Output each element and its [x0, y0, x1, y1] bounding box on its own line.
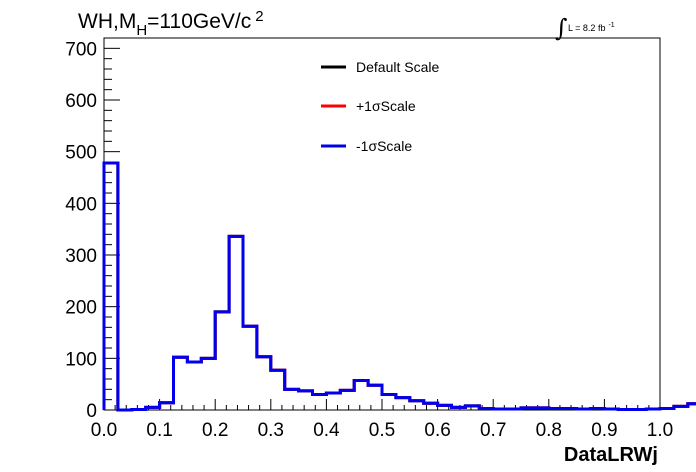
x-tick-label: 0.7 [480, 420, 506, 441]
x-tick-label: 0.9 [591, 420, 617, 441]
y-tick-label: 100 [65, 349, 97, 370]
y-tick-label: 500 [65, 143, 97, 164]
y-tick-label: 400 [65, 194, 97, 215]
y-tick-label: 300 [65, 246, 97, 267]
x-tick-label: 0.3 [258, 420, 284, 441]
x-tick-label: 0.8 [536, 420, 562, 441]
series-minus-1sigma-scale-line [102, 161, 696, 412]
y-tick-label: 700 [65, 39, 97, 60]
chart-title-superscript: 2 [255, 8, 263, 25]
axes: 0.0 0.1 0.2 0.3 0.4 0.5 0.6 0.7 0.8 0.9 1.0 0 100 200… [65, 37, 673, 441]
x-tick-label: 0.5 [369, 420, 395, 441]
x-tick-label: 0.6 [424, 420, 450, 441]
legend-label-plus-1sigma-scale: +1σScale [356, 98, 416, 114]
x-axis-title: DataLRWj [564, 444, 658, 466]
luminosity-superscript: -1 [608, 22, 614, 29]
x-tick-label: 1.0 [647, 420, 673, 441]
x-tick-label: 0.0 [91, 420, 117, 441]
chart-title: WH,MH=110GeV/c 2 [78, 8, 264, 39]
x-tick-label: 0.2 [202, 420, 228, 441]
x-tick-label: 0.1 [146, 420, 172, 441]
chart-title-subscript: H [136, 22, 147, 39]
y-tick-label: 0 [86, 401, 97, 422]
y-tick-label: 600 [65, 91, 97, 112]
legend-label-minus-1sigma-scale: -1σScale [356, 138, 412, 154]
x-tick-label: 0.4 [313, 420, 340, 441]
chart-title-rest: =110GeV/c [147, 10, 251, 33]
y-tick-label: 200 [65, 298, 97, 319]
series-layer [102, 161, 696, 412]
integral-symbol: ∫ [555, 14, 568, 42]
chart-title-main: WH,M [78, 10, 136, 33]
luminosity-label: ∫ L = 8.2 fb -1 [555, 14, 615, 42]
luminosity-text: L = 8.2 fb -1 [568, 22, 615, 33]
legend-label-default-scale: Default Scale [356, 59, 439, 75]
luminosity-value: L = 8.2 fb [568, 23, 605, 33]
legend: Default Scale +1σScale -1σScale [321, 59, 439, 154]
